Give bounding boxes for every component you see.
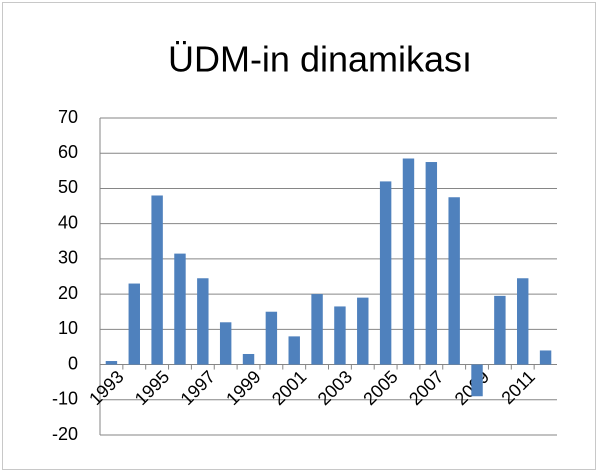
chart-title: ÜDM-in dinamikası — [168, 39, 472, 80]
bar — [219, 322, 232, 365]
y-tick-label: 10 — [58, 318, 78, 338]
bar — [197, 278, 209, 365]
bar — [448, 197, 460, 365]
bar — [174, 253, 186, 365]
bar — [311, 294, 323, 365]
bar — [402, 158, 415, 365]
bar — [425, 162, 438, 365]
y-tick-label: 60 — [58, 142, 78, 162]
y-tick-label: -10 — [52, 389, 78, 409]
y-tick-label: 20 — [58, 283, 78, 303]
bar — [334, 306, 346, 365]
bar — [151, 195, 163, 365]
bar — [379, 181, 392, 365]
bar — [288, 336, 300, 365]
y-tick-label: -20 — [52, 424, 78, 444]
y-tick-label: 40 — [58, 212, 78, 232]
bar — [471, 364, 483, 397]
bar — [105, 361, 118, 365]
bar — [242, 353, 255, 365]
bar — [357, 297, 369, 365]
bar — [265, 311, 278, 365]
y-tick-label: 30 — [58, 248, 78, 268]
bar — [517, 278, 529, 365]
bar — [128, 283, 140, 365]
y-tick-label: 50 — [58, 177, 78, 197]
bar — [539, 350, 552, 365]
y-tick-label: 70 — [58, 107, 78, 127]
y-tick-label: 0 — [68, 353, 78, 373]
bar — [494, 295, 506, 365]
